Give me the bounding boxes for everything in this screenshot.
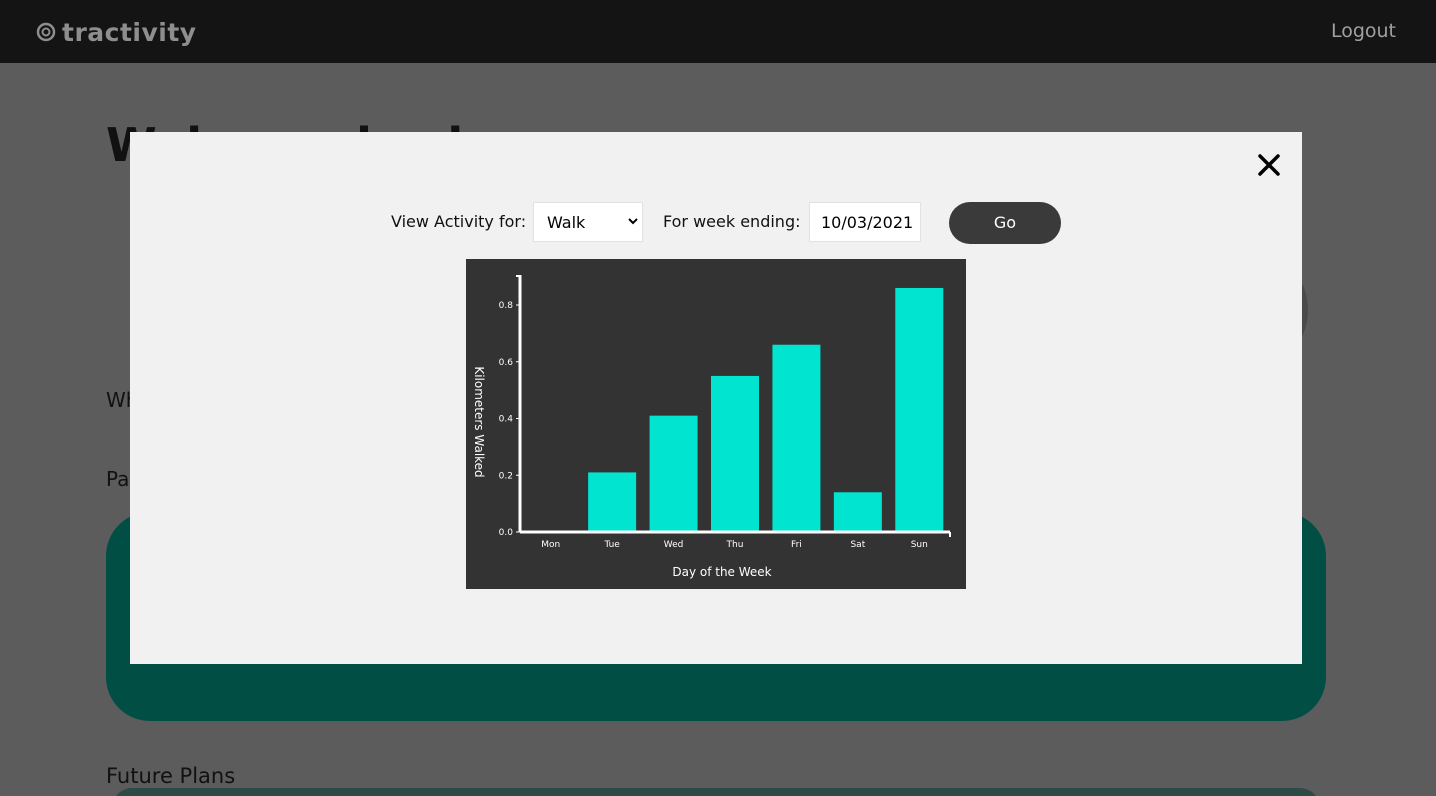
- y-tick-label: 0.4: [499, 415, 514, 425]
- y-tick-label: 0.6: [499, 358, 514, 368]
- chevron-down-icon: [628, 218, 638, 225]
- close-icon[interactable]: [1256, 152, 1282, 178]
- bar-sun: [895, 287, 944, 531]
- bar-wed: [649, 415, 698, 531]
- activity-select-value: Walk: [547, 213, 586, 232]
- go-button[interactable]: Go: [949, 202, 1061, 244]
- week-ending-input[interactable]: 10/03/2021: [809, 202, 921, 242]
- activity-select[interactable]: Walk: [533, 202, 643, 242]
- bar-thu: [711, 375, 759, 531]
- activity-controls: View Activity for: Walk For week ending:…: [391, 202, 1071, 244]
- future-plans-panel: [112, 788, 1320, 796]
- logo[interactable]: tractivity: [36, 15, 197, 49]
- activity-chart: 0.0 0.2 0.4 0.6 0.8 Mon Tue Wed Thu Fri Sat Sun Day …: [466, 259, 966, 589]
- x-tick-label: Sat: [850, 540, 865, 550]
- section-heading-past: Pa: [106, 467, 130, 491]
- activity-modal: View Activity for: Walk For week ending:…: [130, 132, 1302, 664]
- x-tick-label: Tue: [603, 540, 620, 550]
- y-axis-title: Kilometers Walked: [472, 366, 486, 477]
- x-axis-title: Day of the Week: [672, 565, 771, 579]
- chart-svg: 0.0 0.2 0.4 0.6 0.8 Mon Tue Wed Thu Fri Sat Sun Day …: [472, 275, 951, 579]
- x-tick-label: Wed: [664, 540, 684, 550]
- navbar: tractivity Logout: [0, 0, 1436, 63]
- x-tick-label: Fri: [791, 540, 802, 550]
- bar-fri: [772, 344, 821, 531]
- view-activity-label: View Activity for:: [391, 212, 527, 231]
- bar-sat: [833, 492, 882, 531]
- x-tick-label: Sun: [911, 540, 928, 550]
- x-tick-label: Mon: [541, 540, 560, 550]
- logout-link[interactable]: Logout: [1330, 20, 1396, 42]
- y-tick-label: 0.8: [499, 301, 514, 311]
- x-tick-label: Thu: [726, 540, 744, 550]
- week-ending-label: For week ending:: [663, 212, 801, 231]
- logo-icon: [36, 22, 56, 42]
- bar-tue: [588, 472, 637, 531]
- y-tick-label: 0.0: [499, 528, 514, 538]
- future-plans-heading: Future Plans: [106, 764, 236, 788]
- logo-text: tractivity: [62, 17, 197, 47]
- y-tick-label: 0.2: [499, 471, 513, 481]
